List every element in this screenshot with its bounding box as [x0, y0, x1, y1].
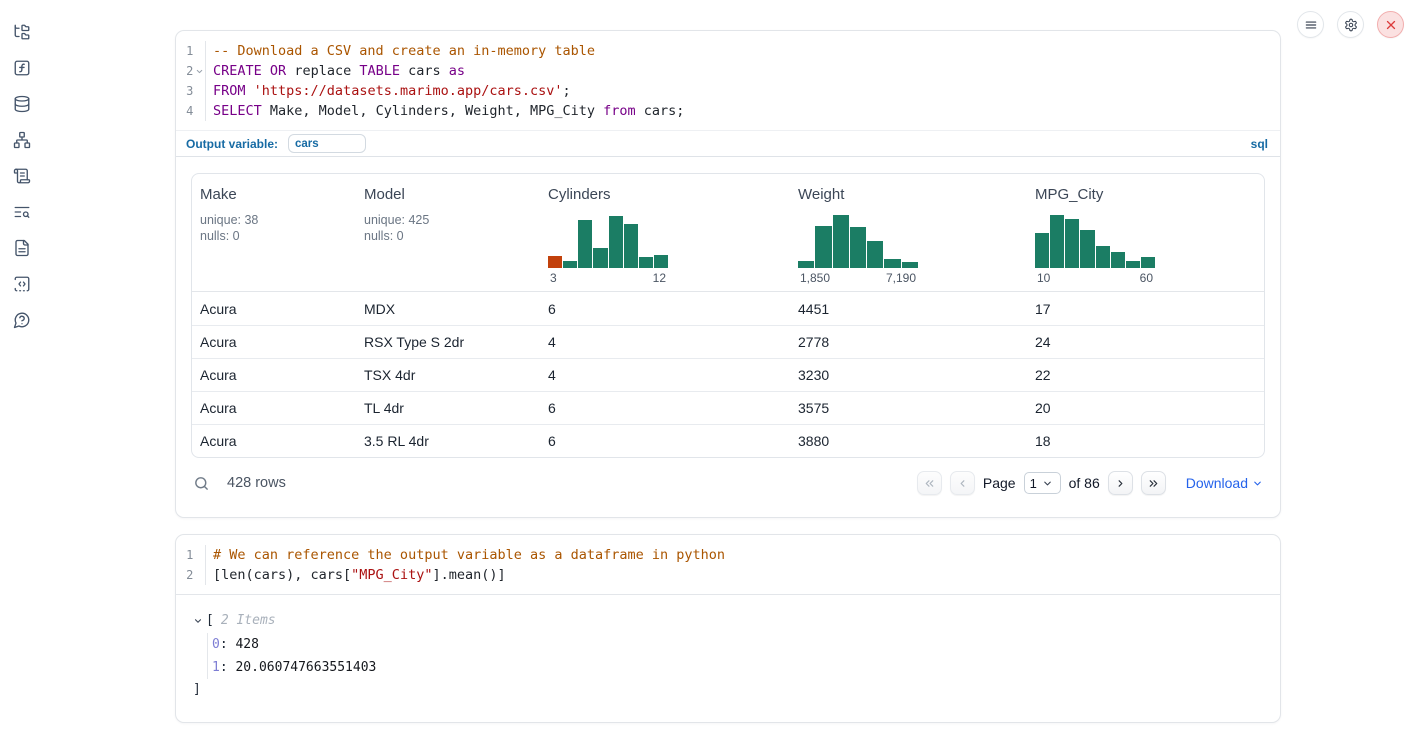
code-lines: # We can reference the output variable a… — [213, 547, 726, 583]
column-header-weight[interactable]: Weight 1,850 7,190 — [798, 186, 918, 285]
table-cell: 18 — [1035, 433, 1051, 449]
window-actions — [1297, 11, 1404, 38]
column-histogram: 10 60 — [1035, 212, 1155, 285]
database-icon[interactable] — [4, 86, 40, 122]
sidebar — [0, 0, 44, 729]
collapse-chevron-icon[interactable] — [193, 616, 203, 626]
table-cell: 3230 — [798, 367, 830, 383]
download-button[interactable]: Download — [1186, 475, 1263, 491]
table-cell: 6 — [548, 400, 556, 416]
table-row[interactable]: Acura MDX 6 4451 17 — [192, 292, 1264, 325]
code-lines: -- Download a CSV and create an in-memor… — [213, 43, 685, 119]
tree-entry: 1: 20.060747663551403 — [212, 660, 377, 675]
snippets-code-icon[interactable] — [4, 266, 40, 302]
chevron-down-icon — [1254, 481, 1261, 485]
table-cell: Acura — [200, 433, 237, 449]
previous-page-button[interactable] — [949, 471, 975, 495]
column-header-make[interactable]: Make unique: 38 nulls: 0 — [200, 186, 259, 243]
table-cell: 6 — [548, 433, 556, 449]
sql-cell-output: Make unique: 38 nulls: 0 Model unique: 425 nu… — [176, 157, 1280, 517]
column-header-model[interactable]: Model unique: 425 nulls: 0 — [364, 186, 430, 243]
table-body: Acura MDX 6 4451 17 Acura RSX Type S 2dr 4 2778 2… — [192, 292, 1264, 457]
tree-entries: 0: 428 1: 20.060747663551403 — [207, 633, 1264, 679]
language-badge: sql — [1250, 136, 1268, 151]
search-icon[interactable] — [193, 475, 210, 492]
chevron-down-icon — [1044, 481, 1051, 485]
table-cell: Acura — [200, 300, 237, 317]
table-cell: 3575 — [798, 400, 830, 416]
pagination: Page 1 of 86 Download — [916, 471, 1263, 495]
table-footer: 428 rows Page 1 of 86 — [191, 467, 1265, 499]
output-variable-row: Output variable: sql — [176, 130, 1280, 157]
logs-search-icon[interactable] — [4, 194, 40, 230]
table-cell: 4451 — [798, 300, 830, 317]
items-count-label: 2 Items — [220, 613, 276, 628]
menu-icon[interactable] — [1297, 11, 1324, 38]
first-page-button[interactable] — [916, 471, 942, 495]
dependency-graph-icon[interactable] — [4, 122, 40, 158]
table-cell: TL 4dr — [364, 400, 404, 416]
page-total-label: of 86 — [1068, 475, 1100, 491]
output-variable-input[interactable] — [288, 134, 367, 153]
table-cell: RSX Type S 2dr — [364, 334, 465, 350]
page-select-value: 1 — [1029, 475, 1037, 491]
tree-head: [ 2 Items — [193, 610, 1264, 632]
column-histogram: 1,850 7,190 — [798, 212, 918, 285]
table-cell: 4 — [548, 367, 556, 383]
table-cell: Acura — [200, 367, 237, 383]
column-header-mpg_city[interactable]: MPG_City 10 60 — [1035, 186, 1155, 285]
function-square-icon[interactable] — [4, 50, 40, 86]
table-row[interactable]: Acura TL 4dr 6 3575 20 — [192, 391, 1264, 424]
table-cell: TSX 4dr — [364, 367, 416, 383]
table-cell: Acura — [200, 334, 237, 350]
scratchpad-scroll-icon[interactable] — [4, 158, 40, 194]
table-cell: 17 — [1035, 300, 1051, 317]
page-label: Page — [982, 475, 1016, 491]
column-histogram: 3 12 — [548, 212, 668, 285]
table-cell: 24 — [1035, 334, 1051, 350]
settings-gear-icon[interactable] — [1337, 11, 1364, 38]
close-bracket: ] — [193, 682, 201, 697]
last-page-button[interactable] — [1140, 471, 1166, 495]
table-row[interactable]: Acura RSX Type S 2dr 4 2778 24 — [192, 325, 1264, 358]
column-header-cylinders[interactable]: Cylinders 3 12 — [548, 186, 668, 285]
table-cell: 2778 — [798, 334, 830, 350]
table-cell: 22 — [1035, 367, 1051, 383]
close-icon[interactable] — [1377, 11, 1404, 38]
table-cell: 3.5 RL 4dr — [364, 433, 429, 449]
table-cell: 3880 — [798, 433, 830, 449]
list-output-tree: [ 2 Items 0: 428 1: 20.060747663551403 ] — [176, 595, 1280, 722]
table-cell: 4 — [548, 334, 556, 350]
table-cell: 6 — [548, 300, 556, 317]
table-cell: MDX — [364, 300, 396, 317]
help-bubble-icon[interactable] — [4, 302, 40, 338]
next-page-button[interactable] — [1107, 471, 1133, 495]
file-tree-icon[interactable] — [4, 14, 40, 50]
table-row[interactable]: Acura 3.5 RL 4dr 6 3880 18 — [192, 424, 1264, 457]
table-cell: 20 — [1035, 400, 1051, 416]
output-variable-label: Output variable: — [186, 136, 279, 151]
row-count: 428 rows — [227, 475, 286, 491]
open-bracket: [ — [206, 613, 214, 628]
table-header-row: Make unique: 38 nulls: 0 Model unique: 425 nu… — [192, 174, 1264, 292]
tree-entry: 0: 428 — [212, 637, 259, 652]
table-row[interactable]: Acura TSX 4dr 4 3230 22 — [192, 358, 1264, 391]
dataframe-table: Make unique: 38 nulls: 0 Model unique: 425 nu… — [191, 173, 1265, 458]
page-select[interactable]: 1 — [1023, 472, 1061, 494]
documentation-file-icon[interactable] — [4, 230, 40, 266]
table-cell: Acura — [200, 400, 237, 416]
